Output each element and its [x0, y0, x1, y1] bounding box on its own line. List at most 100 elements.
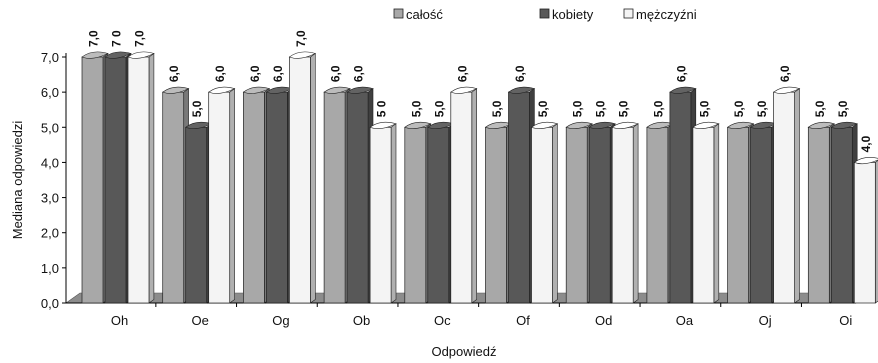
data-label: 6,0	[248, 65, 262, 82]
data-label: 5,0	[813, 100, 827, 117]
bar-front	[611, 126, 634, 304]
data-label: 6,0	[674, 65, 688, 82]
bar-front	[427, 126, 450, 304]
bar-side	[390, 123, 397, 304]
chart-data-labels: 7,0 7 0 7,0 6,0 5,0 6,0 6,0 6,0 7,0 6,0 6,0 5 0 5,0 5…	[87, 30, 873, 152]
bar	[427, 121, 455, 304]
bar-top	[162, 86, 190, 94]
x-tick-label: Oj	[759, 313, 772, 328]
y-axis-title: Mediana odpowiedzi	[10, 121, 25, 240]
x-axis-title: Odpowiedź	[431, 344, 496, 359]
data-label: 5,0	[617, 100, 631, 117]
bar-side	[229, 88, 235, 304]
data-label: 5,0	[836, 100, 850, 117]
bar	[565, 121, 593, 304]
x-tick-label: Od	[595, 313, 612, 328]
bar	[749, 121, 778, 304]
bar	[81, 51, 109, 304]
data-label: 7,0	[294, 30, 308, 47]
bar-side	[310, 52, 316, 304]
data-label: 6,0	[455, 65, 469, 82]
chart-legend: całość kobiety mężczyźni	[393, 7, 697, 22]
data-label: 5,0	[755, 100, 769, 117]
bar-top	[404, 121, 432, 129]
bar-front	[508, 91, 530, 304]
bar-front	[323, 91, 346, 304]
x-tick-label: Oc	[434, 313, 451, 328]
bar	[404, 121, 432, 304]
bar-top	[369, 121, 397, 129]
chart-axes: 0,0 1,0 2,0 3,0 4,0 5,0 6,0 7,0 Oh Oe Og Ob Oc Of Od Oa…	[41, 50, 856, 328]
bar-top	[830, 121, 859, 129]
bar-front	[104, 56, 127, 304]
data-label: 5,0	[490, 100, 504, 117]
bar-top	[127, 51, 155, 59]
data-label: 5,0	[190, 100, 204, 117]
bar-front	[773, 91, 795, 304]
data-label: 5,0	[409, 100, 423, 117]
bar-top	[611, 121, 639, 129]
y-tick-label: 5,0	[41, 120, 59, 135]
x-tick-label: Oi	[839, 313, 852, 328]
bar-front	[127, 56, 150, 304]
x-tick-label: Oa	[676, 313, 694, 328]
bar	[104, 51, 132, 304]
legend-swatch	[539, 8, 550, 19]
bar	[346, 86, 374, 304]
data-label: 5,0	[536, 100, 550, 117]
bar	[323, 86, 351, 304]
bar-front	[289, 56, 311, 304]
data-label: 6,0	[167, 65, 181, 82]
bar-top	[853, 157, 878, 165]
bar-front	[646, 126, 669, 304]
data-label: 7 0	[110, 30, 124, 47]
bar-top	[81, 51, 109, 59]
bar	[484, 121, 513, 304]
data-label: 7,0	[133, 30, 147, 47]
bar-side	[552, 123, 558, 304]
bar-top	[530, 121, 559, 129]
bar-front	[531, 126, 553, 304]
bar	[242, 86, 271, 304]
y-tick-label: 3,0	[41, 191, 59, 206]
bar-front	[346, 91, 369, 304]
bar-top	[208, 86, 236, 94]
bar	[530, 121, 559, 304]
bar-front	[162, 91, 185, 304]
bar-top	[242, 86, 271, 94]
bar-front	[588, 126, 611, 304]
bar-front	[81, 56, 104, 304]
bar-side	[713, 123, 720, 304]
bar	[162, 86, 190, 304]
bar-top	[772, 86, 801, 94]
bar-front	[807, 126, 830, 304]
chart-bars	[81, 51, 878, 304]
bar	[853, 157, 878, 304]
data-label: 5,0	[594, 100, 608, 117]
data-label: 6,0	[271, 65, 285, 82]
data-label: 5,0	[697, 100, 711, 117]
legend-swatch	[393, 8, 404, 19]
bar	[450, 86, 478, 304]
legend-label: całość	[406, 7, 443, 22]
x-tick-label: Oe	[192, 313, 209, 328]
bar	[288, 51, 317, 304]
data-label: 5,0	[651, 100, 665, 117]
bar-front	[450, 91, 473, 304]
bar-top	[588, 121, 616, 129]
bar-top	[565, 121, 593, 129]
bar	[185, 121, 213, 304]
data-label: 7,0	[87, 30, 101, 47]
bar-top	[104, 51, 132, 59]
legend-label: mężczyźni	[636, 7, 697, 22]
bar-front	[727, 126, 749, 304]
data-label: 5,0	[732, 100, 746, 117]
bar	[669, 86, 697, 304]
bar-front	[485, 126, 507, 304]
bar-front	[565, 126, 588, 304]
bar-front	[750, 126, 772, 304]
bar	[369, 121, 397, 304]
bar	[127, 51, 155, 304]
y-tick-label: 0,0	[41, 296, 59, 311]
